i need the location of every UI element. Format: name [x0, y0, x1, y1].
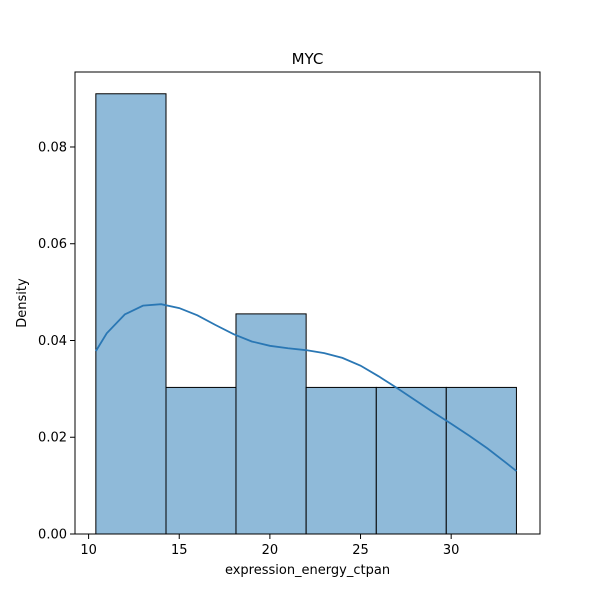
- x-tick-label: 15: [171, 543, 188, 558]
- y-tick-label: 0.08: [38, 140, 67, 155]
- y-tick-label: 0.02: [38, 431, 67, 446]
- histogram-bar-5: [375, 386, 447, 535]
- x-tick-label: 10: [80, 543, 97, 558]
- y-tick-label: 0.04: [38, 334, 67, 349]
- chart-title: MYC: [292, 50, 324, 68]
- histogram-bar-2: [165, 386, 237, 535]
- histogram-bar-1: [95, 93, 167, 535]
- y-tick-label: 0.00: [38, 528, 67, 543]
- histogram-bar-3: [235, 313, 307, 535]
- y-axis-label: Density: [15, 278, 30, 328]
- y-axis: 0.00 0.02 0.04 0.06 0.08: [38, 140, 75, 543]
- kde-curve: [95, 303, 517, 472]
- x-tick-label: 20: [262, 543, 279, 558]
- bars-layer: [95, 93, 517, 535]
- y-tick-label: 0.06: [38, 237, 67, 252]
- x-tick-label: 25: [352, 543, 369, 558]
- histogram-bar-6: [445, 386, 517, 535]
- histogram-bar-4: [305, 386, 377, 535]
- x-tick-label: 30: [443, 543, 460, 558]
- plot-frame: [74, 71, 541, 535]
- x-axis: 10 15 20 25 30: [80, 534, 459, 558]
- x-axis-label: expression_energy_ctpan: [225, 563, 390, 578]
